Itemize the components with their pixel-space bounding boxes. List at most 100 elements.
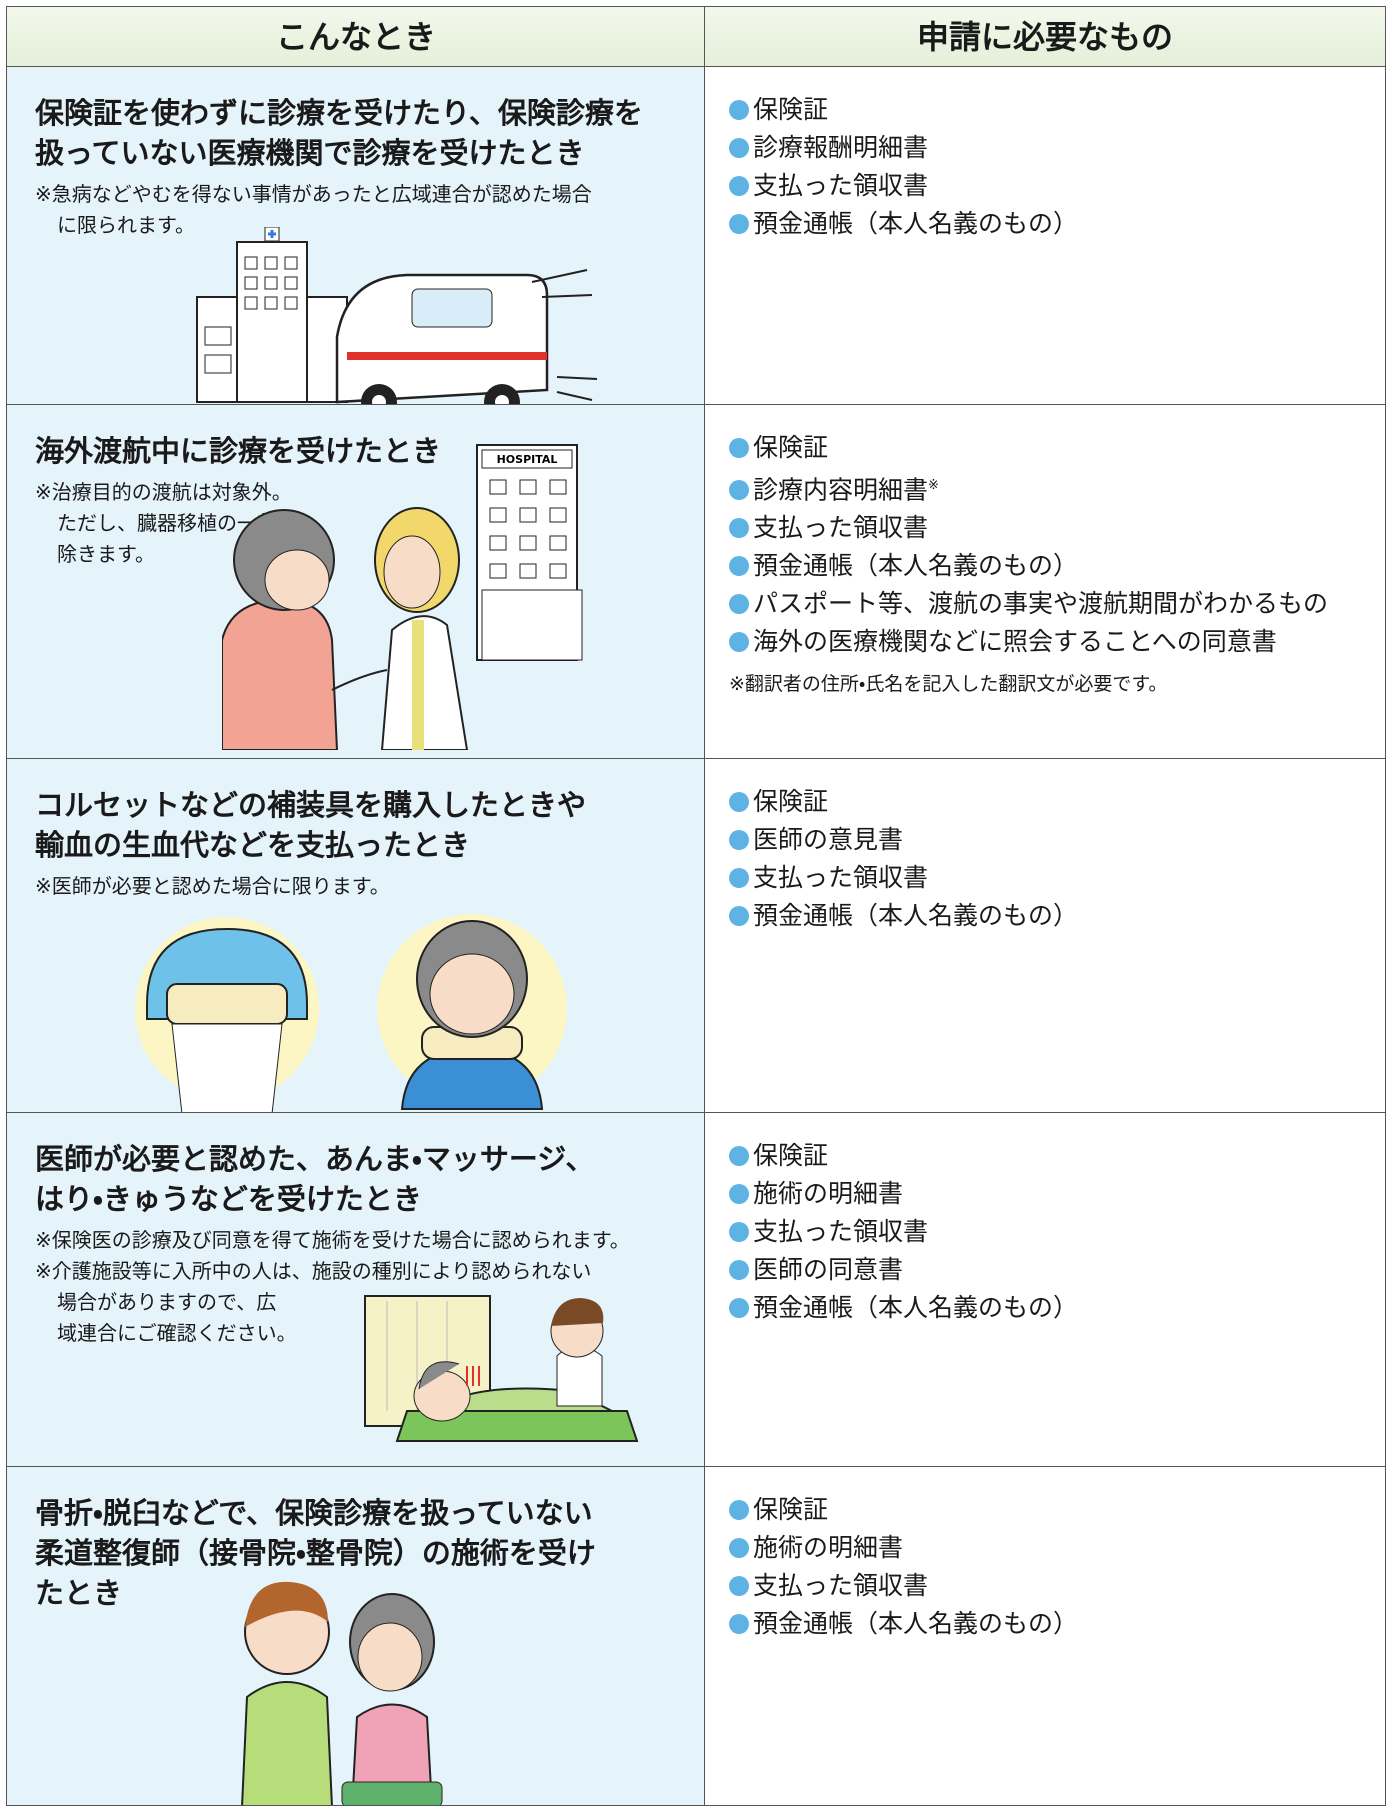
bullet: [729, 1222, 749, 1242]
bullet: [729, 556, 749, 577]
requirement-text: 診療内容明細書: [753, 475, 929, 505]
bullet: [729, 214, 749, 234]
note-line: ※介護施設等に入所中の人は、施設の種別により認められない: [35, 1259, 592, 1283]
bullet: [729, 868, 749, 888]
requirement: 保険証: [729, 1491, 1385, 1529]
requirement: 預金通帳（本人名義のもの）: [729, 897, 1385, 935]
requirement-text: 預金通帳（本人名義のもの）: [753, 209, 1079, 238]
requirement: 診療報酬明細書: [729, 129, 1385, 167]
bullet: [729, 518, 749, 539]
bullet: [729, 1184, 749, 1204]
bullet: [729, 1146, 749, 1166]
requirement: 診療内容明細書※: [729, 467, 1385, 509]
title-line: 輸血の生血代などを支払ったとき: [35, 828, 471, 862]
case-cell: 保険証を使わずに診療を受けたり、保険診療を 扱っていない医療機関で診療を受けたとき…: [6, 66, 706, 406]
title-line: 柔道整復師（接骨院・整骨院）の施術を受け: [35, 1536, 596, 1570]
requirement-text: 施術の明細書: [753, 1533, 904, 1562]
requirement-text: 支払った領収書: [753, 1571, 929, 1600]
requirement: 医師の意見書: [729, 821, 1385, 859]
bullet: [729, 830, 749, 850]
requirement-text: 支払った領収書: [753, 513, 929, 543]
note-line: ※急病などやむを得ない事情があったと広域連合が認めた場合: [35, 182, 592, 206]
illustration-massage: [364, 1295, 639, 1442]
requirement-text: 支払った領収書: [753, 863, 929, 892]
requirement-text: 支払った領収書: [753, 1217, 929, 1246]
footnote-mark: ※: [928, 478, 939, 493]
requirement: 保険証: [729, 429, 1385, 467]
requirement-text: 預金通帳（本人名義のもの）: [753, 1609, 1079, 1638]
requirement: 預金通帳（本人名義のもの）: [729, 547, 1385, 585]
requirement-text: パスポート等、渡航の事実や渡航期間がわかるもの: [753, 589, 1329, 619]
requirement: 支払った領収書: [729, 859, 1385, 897]
requirement: 保険証: [729, 783, 1385, 821]
requirement: 医師の同意書: [729, 1251, 1385, 1289]
note-line: に限られます。: [57, 213, 195, 237]
bullet: [729, 438, 749, 458]
bullet: [729, 594, 749, 615]
requirements-cell: 保険証 診療報酬明細書 支払った領収書 預金通帳（本人名義のもの）: [704, 66, 1386, 406]
requirements-cell: 保険証 施術の明細書 支払った領収書 医師の同意書 預金通帳（本人名義のもの）: [704, 1112, 1386, 1468]
bullet: [729, 1260, 749, 1280]
bullet: [729, 1298, 749, 1318]
illustration-braces: [135, 914, 567, 1113]
requirement: 施術の明細書: [729, 1175, 1385, 1213]
requirement-text: 医師の同意書: [753, 1255, 904, 1284]
case-cell: 海外渡航中に診療を受けたとき ※治療目的の渡航は対象外。 ただし、臓器移植の一部を…: [6, 404, 706, 760]
requirement-text: 預金通帳（本人名義のもの）: [753, 1293, 1079, 1322]
case-cell: 骨折・脱臼などで、保険診療を扱っていない 柔道整復師（接骨院・整骨院）の施術を受け…: [6, 1466, 706, 1806]
case-title: 医師が必要と認めた、あんま・マッサージ、 はり・きゅうなどを受けたとき: [35, 1139, 705, 1219]
requirement: 海外の医療機関などに照会することへの同意書: [729, 623, 1385, 661]
requirement-text: 保険証: [753, 1495, 829, 1524]
note-line: ※治療目的の渡航は対象外。: [35, 480, 292, 504]
bullet: [729, 138, 749, 158]
illustration-judo-therapist: [241, 1581, 443, 1805]
note-line: 域連合にご確認ください。: [57, 1321, 297, 1345]
requirement-text: 支払った領収書: [753, 171, 929, 200]
title-line: 海外渡航中に診療を受けたとき: [35, 434, 442, 468]
requirement-text: 医師の意見書: [753, 825, 904, 854]
note-line: 除きます。: [57, 542, 155, 566]
bullet: [729, 1576, 749, 1596]
title-line: 扱っていない医療機関で診療を受けたとき: [35, 136, 585, 170]
illustration-hospital: HOSPITAL: [222, 444, 583, 750]
requirement: 保険証: [729, 1137, 1385, 1175]
note-line: ※医師が必要と認めた場合に限ります。: [35, 874, 390, 898]
illustration-ambulance: [196, 227, 598, 405]
requirement: 支払った領収書: [729, 167, 1385, 205]
requirement: 預金通帳（本人名義のもの）: [729, 1605, 1385, 1643]
bullet: [729, 480, 749, 501]
title-line: 保険証を使わずに診療を受けたり、保険診療を: [35, 96, 643, 130]
requirement: 支払った領収書: [729, 1213, 1385, 1251]
requirement-text: 保険証: [753, 1141, 829, 1170]
bullet: [729, 1500, 749, 1520]
title-line: はり・きゅうなどを受けたとき: [35, 1182, 422, 1216]
requirement: パスポート等、渡航の事実や渡航期間がわかるもの: [729, 585, 1385, 623]
case-cell: 医師が必要と認めた、あんま・マッサージ、 はり・きゅうなどを受けたとき ※保険医の…: [6, 1112, 706, 1468]
case-title: コルセットなどの補装具を購入したときや 輸血の生血代などを支払ったとき: [35, 785, 705, 865]
requirement-text: 海外の医療機関などに照会することへの同意書: [753, 627, 1277, 657]
title-line: 骨折・脱臼などで、保険診療を扱っていない: [35, 1496, 593, 1530]
requirement-text: 診療報酬明細書: [753, 133, 929, 162]
requirements-cell: 保険証 施術の明細書 支払った領収書 預金通帳（本人名義のもの）: [704, 1466, 1386, 1806]
case-note: ※医師が必要と認めた場合に限ります。: [35, 871, 705, 902]
requirements-cell: 保険証 診療内容明細書※ 支払った領収書 預金通帳（本人名義のもの） パスポート…: [704, 404, 1386, 760]
requirements-cell: 保険証 医師の意見書 支払った領収書 預金通帳（本人名義のもの）: [704, 758, 1386, 1114]
bullet: [729, 792, 749, 812]
requirement-text: 保険証: [753, 433, 829, 462]
case-title: 保険証を使わずに診療を受けたり、保険診療を 扱っていない医療機関で診療を受けたとき: [35, 93, 705, 173]
bullet: [729, 176, 749, 196]
title-line: コルセットなどの補装具を購入したときや: [35, 788, 587, 822]
bullet: [729, 100, 749, 120]
note-line: 場合がありますので、広: [57, 1290, 277, 1314]
note-line: ※保険医の診療及び同意を得て施術を受けた場合に認められます。: [35, 1228, 630, 1252]
case-note: ※保険医の診療及び同意を得て施術を受けた場合に認められます。 ※介護施設等に入所中…: [35, 1225, 705, 1349]
case-note: ※急病などやむを得ない事情があったと広域連合が認めた場合に限られます。: [35, 179, 705, 241]
requirement-text: 預金通帳（本人名義のもの）: [753, 551, 1079, 581]
case-title: 骨折・脱臼などで、保険診療を扱っていない 柔道整復師（接骨院・整骨院）の施術を受け…: [35, 1493, 705, 1613]
bullet: [729, 1614, 749, 1634]
requirement-text: 保険証: [753, 787, 829, 816]
requirement: 預金通帳（本人名義のもの）: [729, 1289, 1385, 1327]
title-line: たとき: [35, 1576, 123, 1610]
title-line: 医師が必要と認めた、あんま・マッサージ、: [35, 1142, 595, 1176]
